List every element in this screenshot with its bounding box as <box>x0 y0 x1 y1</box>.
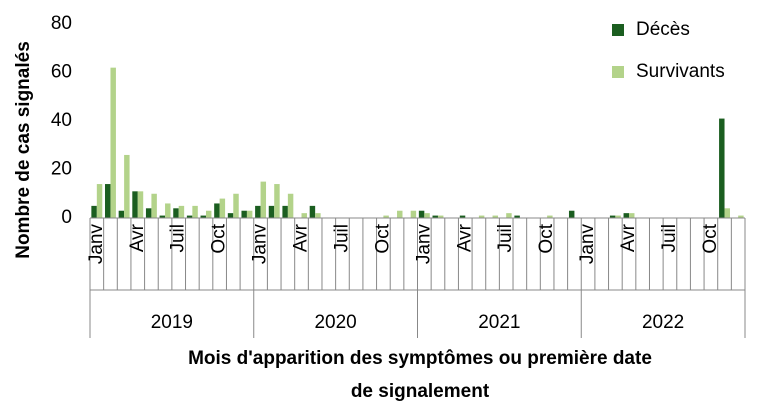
bar <box>110 67 116 219</box>
bar <box>205 210 212 218</box>
bar <box>246 210 253 218</box>
x-tick-label: Janv <box>577 224 598 265</box>
bar <box>233 193 239 218</box>
bar <box>615 215 621 218</box>
bar <box>132 191 138 218</box>
bar <box>186 215 193 218</box>
bar <box>432 215 438 218</box>
legend-label: Survivants <box>636 61 725 82</box>
bar <box>282 205 288 218</box>
x-tick-label: Avr <box>454 223 475 252</box>
x-tick-label: Janv <box>413 224 434 265</box>
bar <box>145 208 152 218</box>
bar <box>165 203 171 218</box>
x-tick-label: Janv <box>250 224 271 265</box>
bar <box>105 184 111 218</box>
bar <box>478 215 485 218</box>
x-tick-label: Oct <box>209 223 230 253</box>
bar <box>719 118 725 218</box>
bar <box>609 215 616 218</box>
bar <box>724 208 730 218</box>
group-label: 2019 <box>151 312 193 333</box>
bar <box>437 215 444 218</box>
y-tick-label: 60 <box>51 62 72 83</box>
bar <box>287 193 294 218</box>
bar <box>315 213 321 218</box>
x-tick-label: Oct <box>536 223 557 253</box>
legend-swatch <box>612 24 624 36</box>
bar <box>219 198 226 218</box>
bar <box>547 215 553 218</box>
bar <box>227 213 234 218</box>
x-tick-label: Avr <box>127 223 148 252</box>
bar <box>178 205 185 218</box>
x-tick-label: Oct <box>372 223 393 253</box>
bar <box>568 210 575 218</box>
bar <box>623 213 630 218</box>
bar <box>459 215 466 218</box>
x-tick-label: Juil <box>495 224 516 253</box>
x-tick-label: Oct <box>700 223 721 253</box>
y-tick-label: 0 <box>61 207 72 228</box>
bar <box>118 210 125 218</box>
bar <box>260 181 267 218</box>
bar <box>492 215 499 218</box>
x-tick-label: Janv <box>86 224 107 265</box>
group-label: 2021 <box>478 312 520 333</box>
x-tick-label: Juil <box>168 224 189 253</box>
x-tick-label: Juil <box>659 224 680 253</box>
bar <box>268 205 275 218</box>
bar <box>383 215 389 218</box>
bar <box>301 213 307 218</box>
group-label: 2020 <box>314 312 356 333</box>
group-label: 2022 <box>642 312 684 333</box>
x-tick-label: Juil <box>331 224 352 253</box>
bar <box>137 191 144 218</box>
bar <box>151 193 157 218</box>
bar <box>397 210 403 218</box>
bar <box>173 208 179 218</box>
bar <box>274 184 280 218</box>
bar <box>96 184 103 218</box>
bar <box>214 203 220 218</box>
bar <box>200 215 206 218</box>
bar <box>738 215 744 218</box>
x-tick-label: Avr <box>618 223 639 252</box>
x-axis-title: Mois d'apparition des symptômes ou premi… <box>188 348 652 369</box>
bar <box>309 205 316 218</box>
legend-swatch <box>612 66 624 78</box>
bar <box>241 210 247 218</box>
y-tick-label: 40 <box>51 110 72 131</box>
y-tick-label: 80 <box>51 13 72 34</box>
bar <box>506 213 512 218</box>
y-tick-label: 20 <box>51 159 72 180</box>
bar <box>410 210 417 218</box>
bar <box>124 154 130 218</box>
bar <box>418 210 425 218</box>
x-tick-label: Avr <box>291 223 312 252</box>
x-axis-title: de signalement <box>351 381 490 402</box>
y-axis-title: Nombre de cas signalés <box>13 41 34 259</box>
bar <box>514 215 520 218</box>
bar <box>629 213 635 218</box>
bar <box>91 205 97 218</box>
legend-label: Décès <box>636 19 690 40</box>
bar <box>255 205 261 218</box>
bar <box>424 213 430 218</box>
bar <box>159 215 166 218</box>
bar <box>192 205 198 218</box>
